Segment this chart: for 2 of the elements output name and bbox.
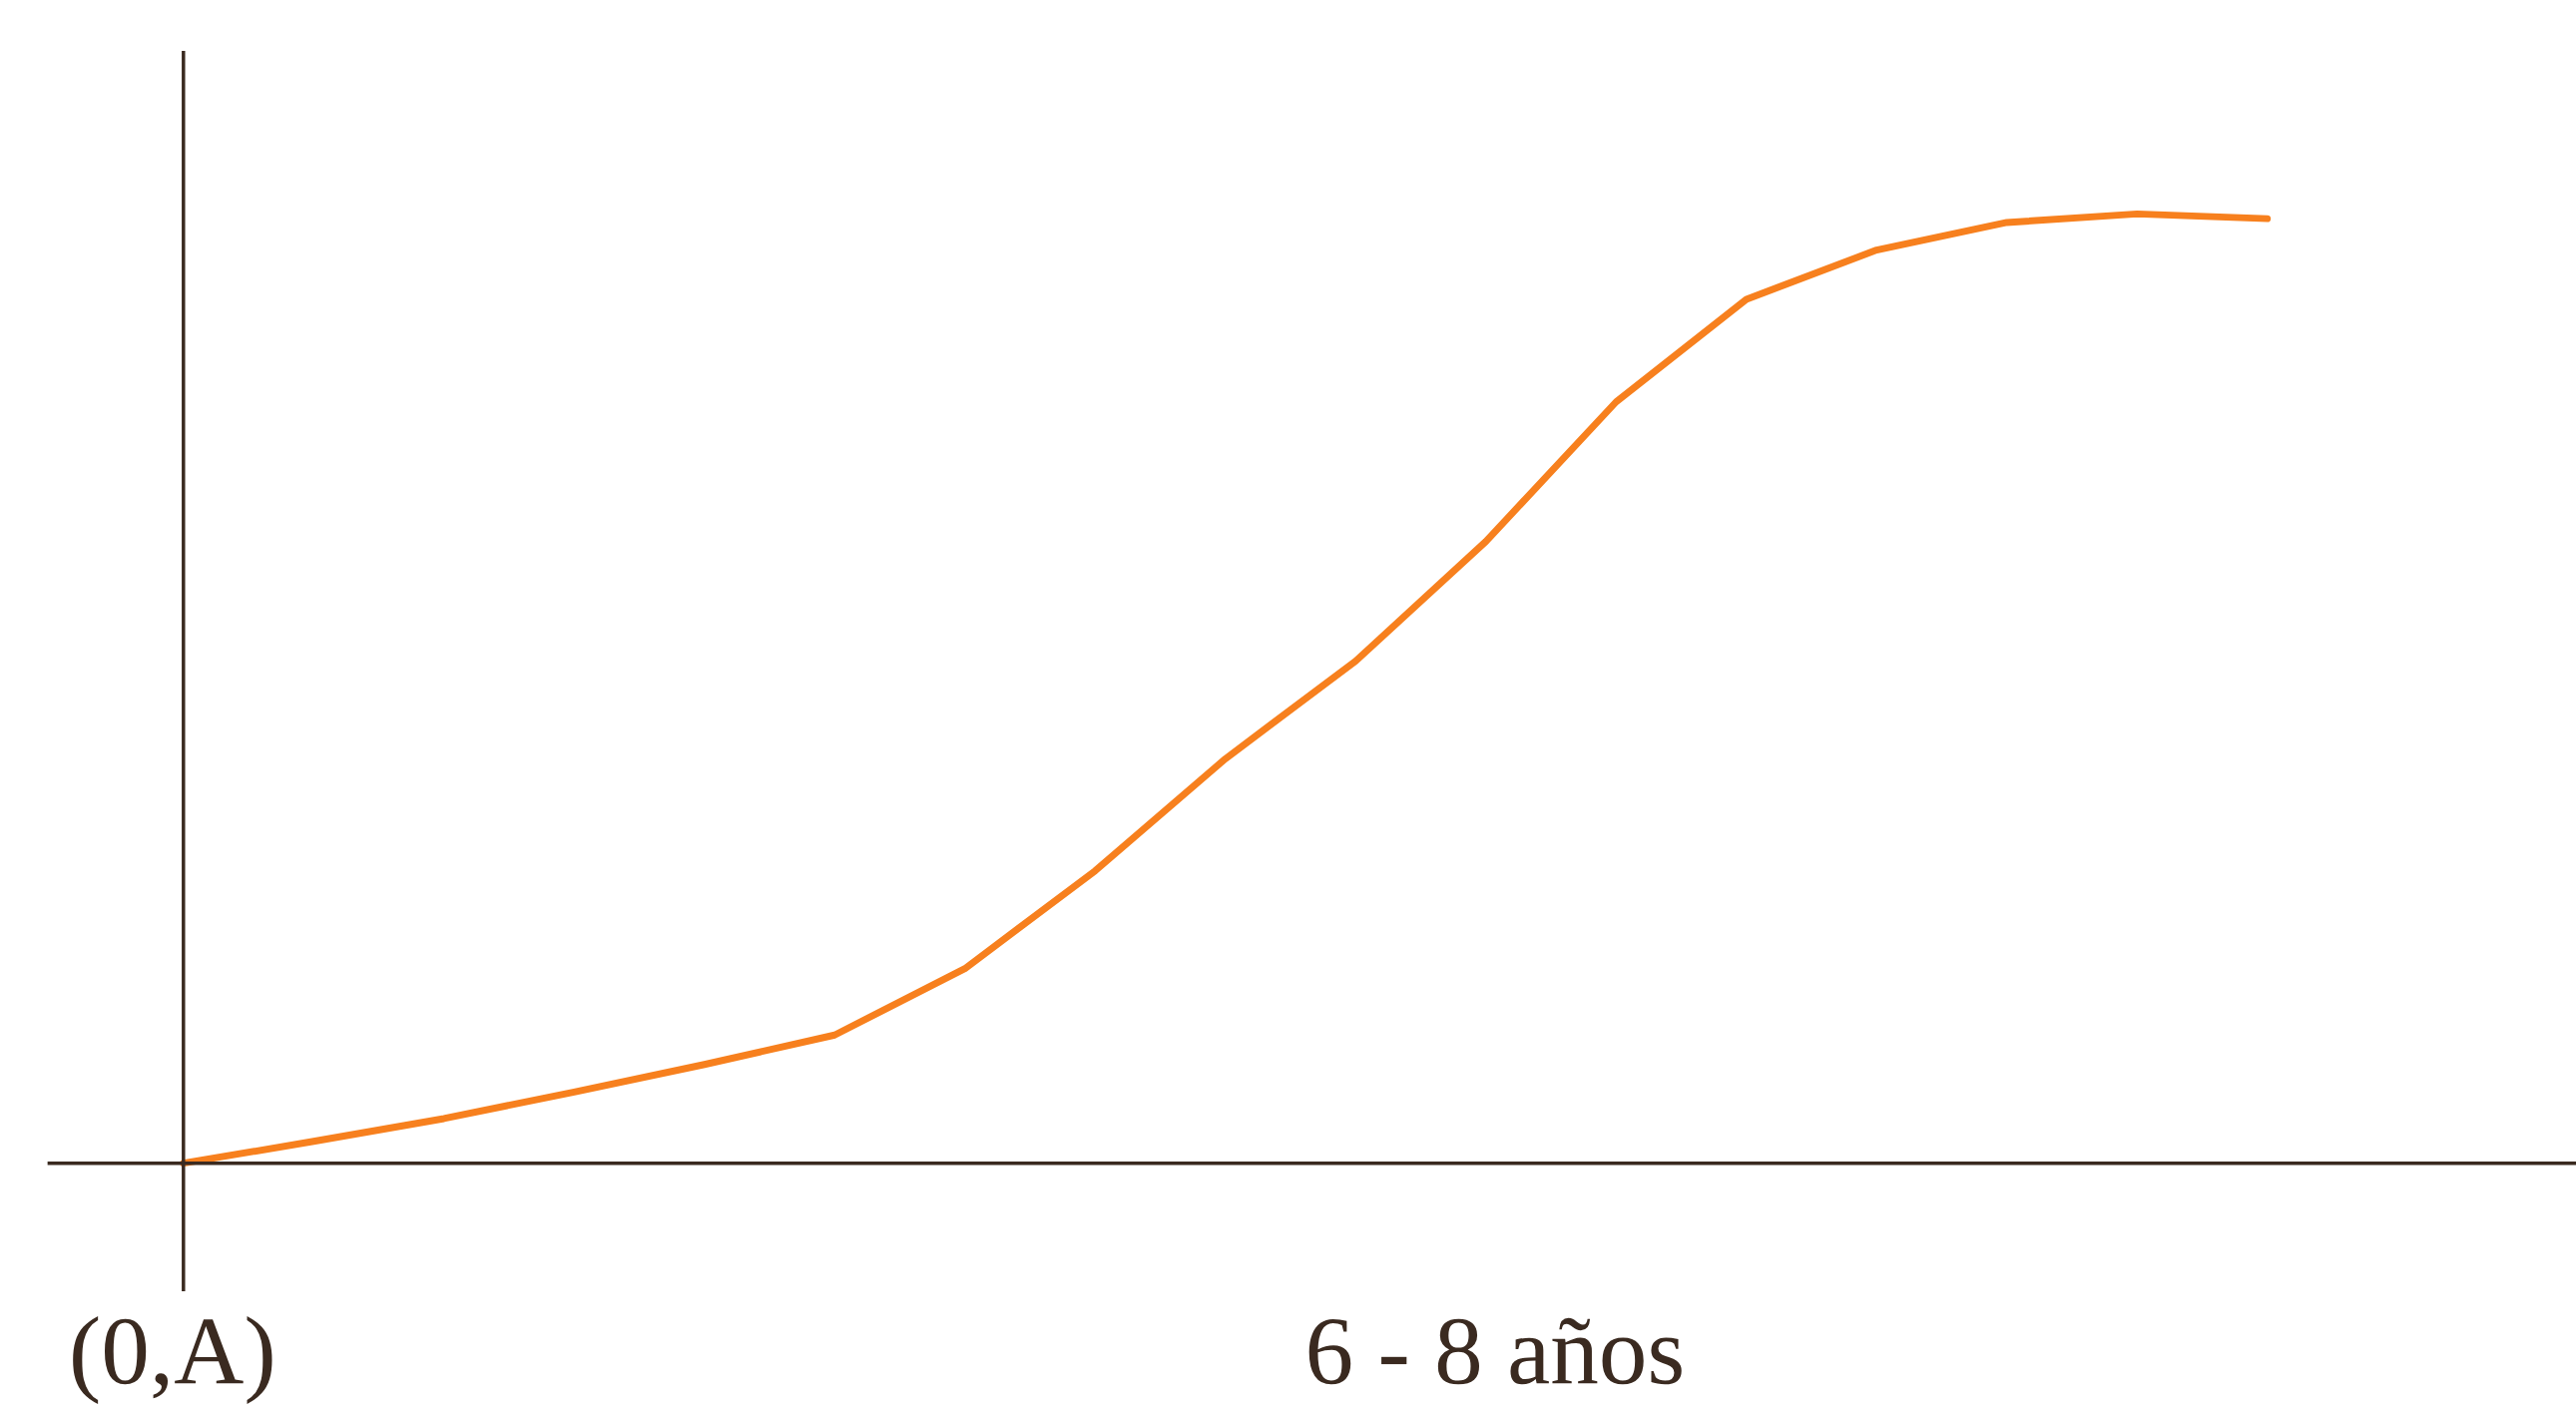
x-axis-title: 6 - 8 años (1308, 1317, 1682, 1385)
text: (0,A) (73, 1315, 272, 1405)
